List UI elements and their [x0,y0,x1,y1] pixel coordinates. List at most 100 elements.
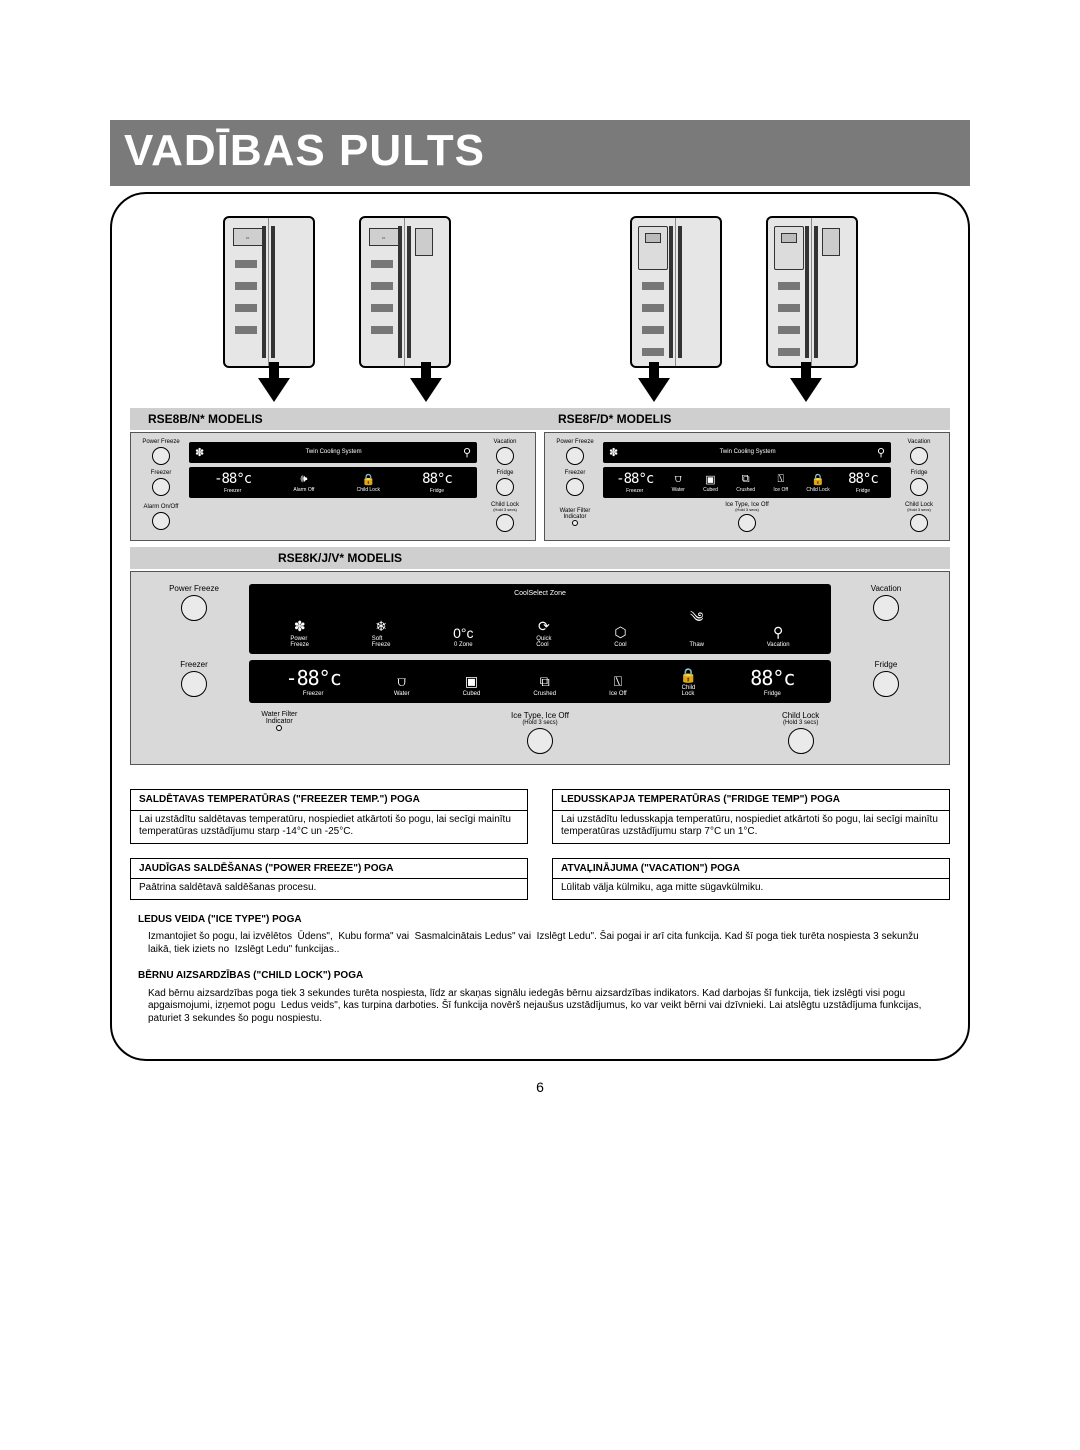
desc-body: Lai uzstādītu ledusskapja temperatūru, n… [553,811,949,841]
alarm-button[interactable] [152,512,170,530]
arrow-icon [638,378,670,402]
vacation-icon: ⚲ [773,624,783,641]
power-freeze-button[interactable] [152,447,170,465]
child-lock-button[interactable] [910,514,928,532]
child-lock-button[interactable] [496,514,514,532]
snowflake-icon: ✽ [195,446,204,459]
small-panel-row: Power Freeze ✽ Twin Cooling System ⚲ Vac… [130,432,950,541]
desc-vacation: ATVAĻINĀJUMA ("VACATION") POGA Lūlitab v… [552,858,950,900]
lock-icon: 🔒 [811,473,825,486]
twin-cooling-label: Twin Cooling System [208,449,459,455]
desc-hdr: LEDUSSKAPJA TEMPERATŪRAS ("FRIDGE TEMP")… [553,794,949,811]
lock-icon: 🔒 [680,667,697,684]
fridge-button[interactable] [873,671,899,697]
power-freeze-button[interactable] [566,447,584,465]
softfreeze-icon: ❄ [375,618,387,635]
crushed-icon: ⧉ [742,473,750,486]
label-fridge: Fridge [496,470,513,476]
child-lock-button[interactable] [788,728,814,754]
zero-icon: 0°c [453,625,473,641]
vacation-button[interactable] [910,447,928,465]
label-alarm: Alarm On/Off [144,504,179,510]
big-display: CoolSelect Zone ✽Power Freeze ❄Soft Free… [249,584,831,654]
arrow-row [160,378,920,402]
label-power-freeze: Power Freeze [142,439,179,445]
cubed-icon: ▣ [465,673,478,690]
big-display-2: -88°cFreezer ⩌Water ▣Cubed ⧉Crushed ⍂Ice… [249,660,831,703]
display-top: ✽ Twin Cooling System ⚲ [603,442,891,463]
power-freeze-button[interactable] [181,595,207,621]
description-area: SALDĒTAVAS TEMPERATŪRAS ("FREEZER TEMP."… [130,789,950,1027]
vacation-button[interactable] [496,447,514,465]
arrow-icon [410,378,442,402]
fridge-temp-display: 88°c [422,471,452,487]
crushed-icon: ⧉ [540,673,550,690]
model-strip-big: RSE8K/J/V* MODELIS [130,547,950,569]
dispenser-icon [774,226,804,270]
alarm-icon: 🕪 [300,473,307,486]
fridge-button[interactable] [910,478,928,496]
ice-type-button[interactable] [738,514,756,532]
panel-rse8fd: Power Freeze ✽ Twin Cooling System ⚲ Vac… [544,432,950,541]
fridge-button[interactable] [496,478,514,496]
cool-icon: ⬡ [614,624,626,641]
label-freezer: Freezer [565,470,586,476]
desc-body: Lūlitab välja külmiku, aga mitte sügavkü… [553,879,949,897]
fridge-temp-display: 88°c [750,666,794,690]
vacation-icon: ⚲ [463,446,471,459]
model-label-left: RSE8B/N* MODELIS [130,412,540,426]
label-vacation: Vacation [908,439,931,445]
cubed-icon: ▣ [705,473,715,486]
fridge-panel-icon: ▭ [233,228,263,246]
twin-cooling-label: Twin Cooling System [622,449,873,455]
iceoff-icon: ⍂ [777,473,784,486]
label-power-freeze: Power Freeze [556,439,593,445]
water-filter-indicator [276,725,282,731]
desc-hdr: ATVAĻINĀJUMA ("VACATION") POGA [553,863,949,880]
label-hold3: (Hold 3 secs) [493,508,517,512]
freezer-temp-display: -88°c [286,666,341,690]
desc-hdr: BĒRNU AIZSARDZĪBAS ("CHILD LOCK") POGA [130,970,950,986]
display-top: ✽ Twin Cooling System ⚲ [189,442,477,463]
desc-power-freeze: JAUDĪGAS SALDĒŠANAS ("POWER FREEZE") POG… [130,858,528,900]
label-vacation: Vacation [494,439,517,445]
label-water-filter: Water Filter [261,711,297,718]
display-mid: -88°cFreezer 🕪Alarm Off 🔒Child Lock 88°c… [189,467,477,498]
label-fridge: Fridge [875,660,898,669]
fridge-rse8n: ▭ [359,216,451,368]
water-icon: ⩌ [397,673,406,690]
vacation-button[interactable] [873,595,899,621]
desc-fridge-temp: LEDUSSKAPJA TEMPERATŪRAS ("FRIDGE TEMP")… [552,789,950,844]
arrow-icon [790,378,822,402]
label-freezer: Freezer [180,660,208,669]
coolselect-label: CoolSelect Zone [259,590,821,597]
fridge-illustration-row: ▭ ▭ [138,216,942,368]
desc-body: Kad bērnu aizsardzības poga tiek 3 sekun… [130,986,950,1028]
panel-rse8kjv: Power Freeze CoolSelect Zone ✽Power Free… [130,571,950,765]
desc-body: Lai uzstādītu saldētavas temperatūru, no… [131,811,527,841]
water-icon: ⩌ [675,473,682,486]
lock-icon: 🔒 [361,473,375,486]
snowflake-icon: ✽ [294,618,306,635]
label-ice-type: Ice Type, Ice Off [511,711,569,720]
model-label-big: RSE8K/J/V* MODELIS [260,551,402,565]
vacation-icon: ⚲ [877,446,885,459]
content-frame: ▭ ▭ [110,192,970,1061]
label-fridge: Fridge [910,470,927,476]
desc-hdr: JAUDĪGAS SALDĒŠANAS ("POWER FREEZE") POG… [131,863,527,880]
fridge-rse8b: ▭ [223,216,315,368]
freezer-button[interactable] [566,478,584,496]
desc-hdr: SALDĒTAVAS TEMPERATŪRAS ("FREEZER TEMP."… [131,794,527,811]
water-filter-indicator [572,520,578,526]
label-child-lock: Child Lock [782,711,819,720]
label-vacation: Vacation [871,584,902,593]
iceoff-icon: ⍂ [614,673,622,690]
panel-rse8bn: Power Freeze ✽ Twin Cooling System ⚲ Vac… [130,432,536,541]
ice-type-button[interactable] [527,728,553,754]
label-freezer: Freezer [151,470,172,476]
thaw-icon: ༄ [690,601,703,641]
freezer-button[interactable] [181,671,207,697]
display-mid: -88°cFreezer ⩌Water ▣Cubed ⧉Crushed ⍂Ice… [603,467,891,498]
fridge-panel-icon: ▭ [369,228,399,246]
freezer-button[interactable] [152,478,170,496]
